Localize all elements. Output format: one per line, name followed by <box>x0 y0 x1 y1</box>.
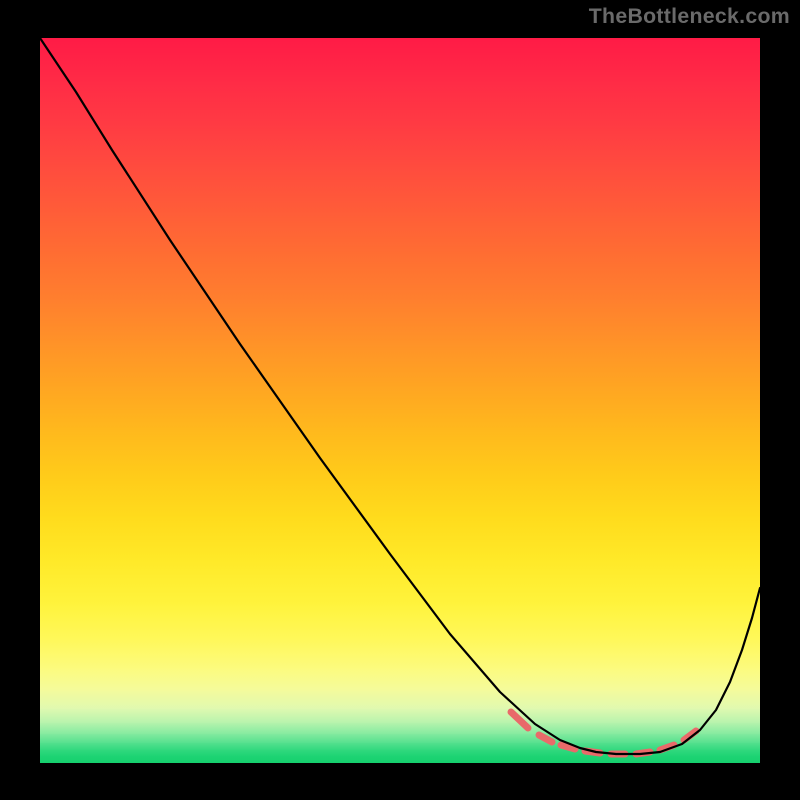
bottom-dash <box>539 735 552 742</box>
watermark-text: TheBottleneck.com <box>589 4 790 29</box>
plot-area <box>40 38 760 762</box>
main-curve <box>40 38 760 754</box>
chart-frame: TheBottleneck.com <box>0 0 800 800</box>
bottleneck-curve <box>40 38 760 762</box>
